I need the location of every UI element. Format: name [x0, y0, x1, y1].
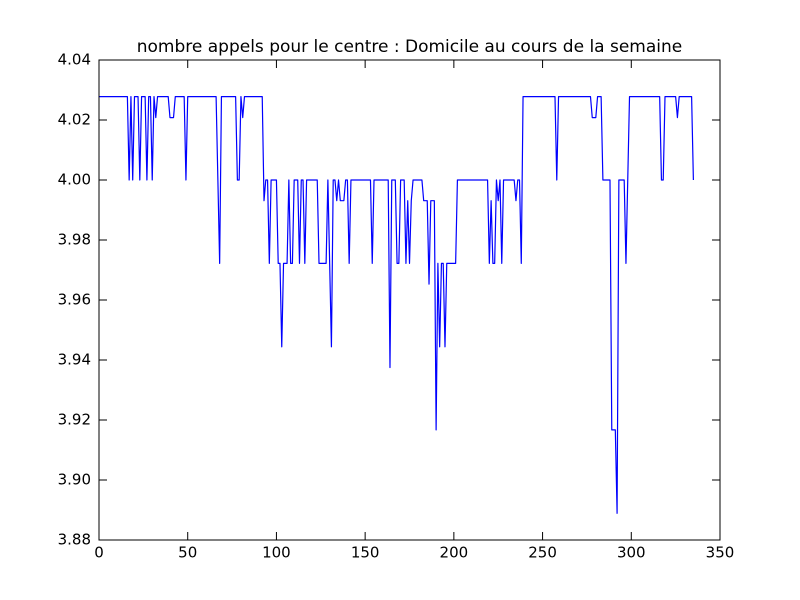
y-tick-label: 3.96 [58, 291, 91, 309]
chart-title: nombre appels pour le centre : Domicile … [137, 37, 683, 57]
y-tick-label: 3.94 [58, 351, 91, 369]
y-tick-label: 3.88 [58, 531, 91, 549]
x-tick-label: 50 [178, 544, 197, 562]
x-tick-label: 250 [528, 544, 557, 562]
y-tick-label: 3.90 [58, 471, 91, 489]
x-tick-label: 100 [262, 544, 291, 562]
x-tick-label: 150 [351, 544, 380, 562]
x-tick-label: 350 [706, 544, 735, 562]
y-tick-label: 3.98 [58, 231, 91, 249]
x-tick-label: 200 [440, 544, 469, 562]
x-tick-label: 0 [94, 544, 104, 562]
plot-frame [98, 59, 721, 541]
y-tick-label: 4.02 [58, 111, 91, 129]
x-tick-label: 300 [617, 544, 646, 562]
y-tick-label: 4.00 [58, 171, 91, 189]
data-line [99, 96, 694, 514]
y-tick-label: 3.92 [58, 411, 91, 429]
y-tick-label: 4.04 [58, 51, 91, 69]
